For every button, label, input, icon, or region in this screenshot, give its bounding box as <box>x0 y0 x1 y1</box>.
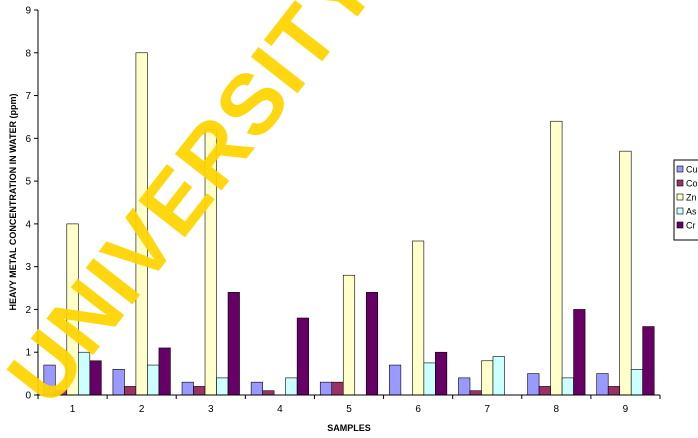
legend-swatch-cu <box>676 165 684 173</box>
bar-cu-sample-7 <box>458 377 471 396</box>
legend-label-cu: Cu <box>686 165 698 175</box>
bar-cr-sample-3 <box>227 292 240 396</box>
bar-co-sample-7 <box>469 390 482 396</box>
bar-as-sample-8 <box>561 377 574 396</box>
axes: 0 1 2 3 4 5 6 7 8 9 1 2 3 4 5 6 7 8 9 <box>25 6 661 415</box>
bar-as-sample-9 <box>630 369 643 396</box>
y-tick-label: 1 <box>25 348 31 359</box>
bar-zn-sample-9 <box>619 150 632 396</box>
bar-as-sample-6 <box>423 362 436 396</box>
bar-co-sample-5 <box>331 381 344 396</box>
bar-co-sample-8 <box>538 386 551 396</box>
bar-as-sample-2 <box>147 364 160 396</box>
y-tick-label: 8 <box>25 48 31 59</box>
plot-area <box>43 52 655 396</box>
x-tick-label: 7 <box>484 404 490 415</box>
x-tick-label: 1 <box>70 404 76 415</box>
bar-as-sample-7 <box>492 356 505 396</box>
bar-cu-sample-9 <box>596 373 609 396</box>
bar-cu-sample-8 <box>527 373 540 396</box>
bar-cr-sample-5 <box>365 292 379 396</box>
watermark: UNIVERSITY <box>0 0 395 422</box>
legend: Cu Co Zn As Cr <box>673 159 698 241</box>
bar-cu-sample-6 <box>389 364 402 396</box>
y-tick-label: 4 <box>25 219 31 230</box>
bar-co-sample-2 <box>124 386 137 396</box>
y-tick-label: 2 <box>25 305 31 316</box>
bar-cu-sample-3 <box>181 381 194 396</box>
bar-zn-sample-8 <box>550 120 563 396</box>
x-axis-title: SAMPLES <box>327 423 371 433</box>
y-tick-label: 7 <box>25 91 31 102</box>
legend-label-zn: Zn <box>686 193 697 203</box>
x-tick-label: 3 <box>208 404 214 415</box>
y-tick-label: 3 <box>25 262 31 273</box>
bar-cr-sample-2 <box>158 347 171 396</box>
legend-label-cr: Cr <box>686 221 696 231</box>
bar-cu-sample-2 <box>112 369 125 396</box>
x-tick-label: 9 <box>623 404 629 415</box>
bar-cu-sample-4 <box>250 381 263 396</box>
bar-cr-sample-6 <box>435 351 448 396</box>
bar-zn-sample-5 <box>342 274 356 396</box>
x-tick-label: 2 <box>139 404 145 415</box>
bar-zn-sample-7 <box>481 360 494 396</box>
y-tick-label: 6 <box>25 134 31 145</box>
bar-co-sample-4 <box>262 390 275 396</box>
legend-swatch-cr <box>676 221 684 229</box>
bar-cr-sample-9 <box>642 326 655 396</box>
bar-zn-sample-6 <box>412 240 425 396</box>
bar-co-sample-3 <box>193 386 206 396</box>
bar-co-sample-9 <box>607 386 620 396</box>
legend-swatch-as <box>676 207 684 215</box>
y-tick-label: 0 <box>25 391 31 402</box>
y-axis-title: HEAVY METAL CONCENTRATION IN WATER (ppm) <box>8 94 18 311</box>
legend-swatch-co <box>676 179 684 187</box>
bar-cr-sample-8 <box>573 309 586 396</box>
legend-swatch-zn <box>676 193 684 201</box>
bar-cr-sample-4 <box>296 317 309 396</box>
x-tick-label: 8 <box>554 404 560 415</box>
legend-label-co: Co <box>686 179 698 189</box>
y-tick-label: 5 <box>25 177 31 188</box>
y-tick-label: 9 <box>25 6 31 17</box>
legend-label-as: As <box>686 207 697 217</box>
x-tick-label: 6 <box>415 404 421 415</box>
x-tick-label: 4 <box>277 404 283 415</box>
x-tick-label: 5 <box>346 404 352 415</box>
bar-cu-sample-5 <box>319 381 333 396</box>
bar-as-sample-4 <box>285 377 298 396</box>
bar-as-sample-3 <box>216 377 229 396</box>
